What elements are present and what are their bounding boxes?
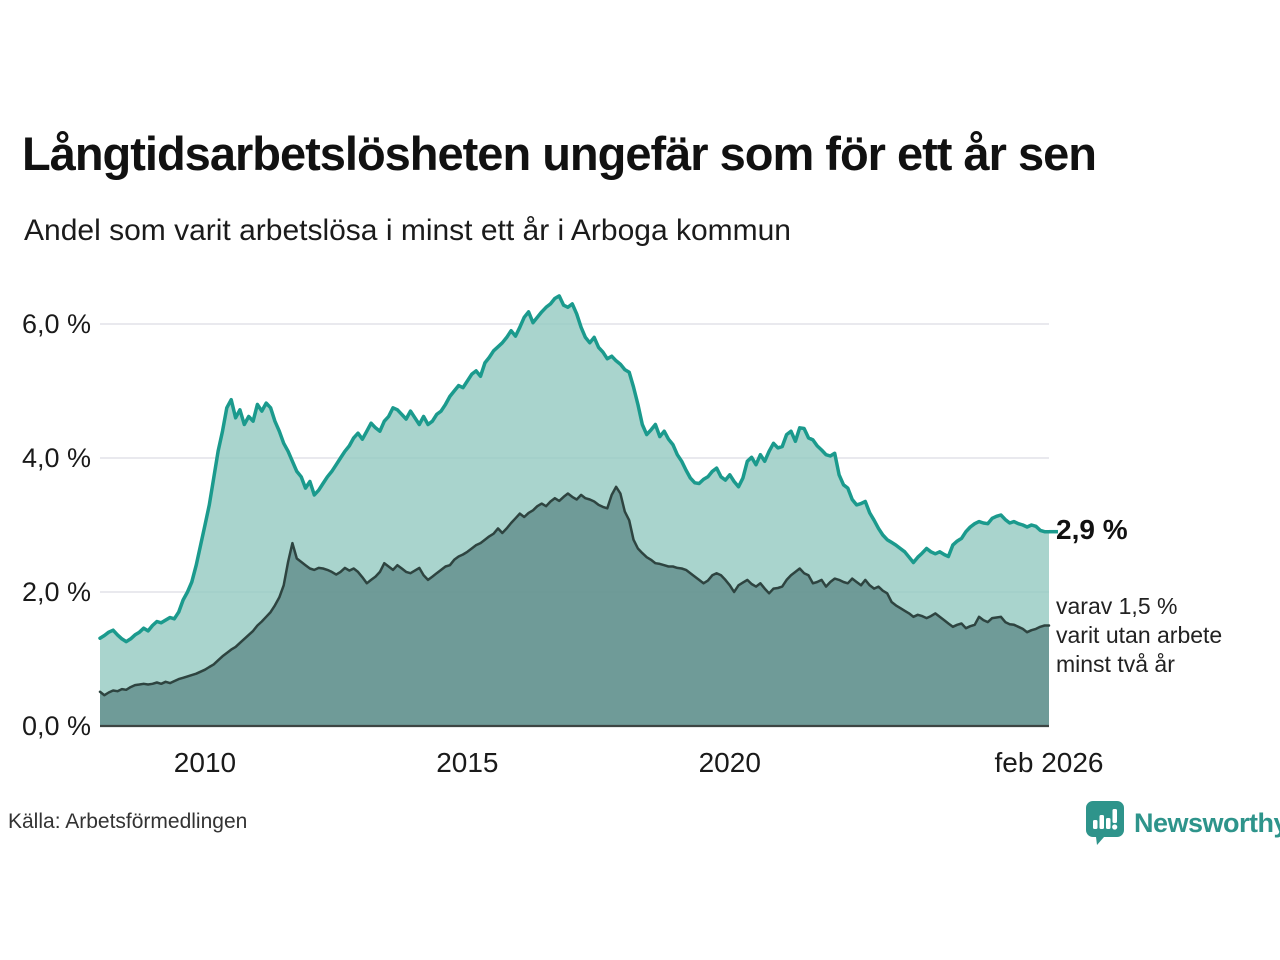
- y-tick-label: 4,0 %: [22, 443, 91, 473]
- brand-logo: Newsworthy: [1085, 800, 1280, 846]
- chart-subtitle: Andel som varit arbetslösa i minst ett å…: [24, 214, 791, 247]
- x-tick-label: 2010: [174, 747, 236, 778]
- y-tick-label: 6,0 %: [22, 309, 91, 339]
- series-area-1: [100, 486, 1049, 726]
- series-line-0: [98, 294, 1051, 644]
- x-tick-label: 2015: [436, 747, 498, 778]
- secondary-annotation-line-2: varit utan arbete: [1056, 622, 1223, 648]
- page-title: Långtidsarbetslösheten ungefär som för e…: [22, 127, 1097, 180]
- brand-name: Newsworthy: [1134, 807, 1280, 838]
- source-caption: Källa: Arbetsförmedlingen: [8, 810, 248, 833]
- x-tick-label: 2020: [699, 747, 761, 778]
- secondary-annotation: varav 1,5 % varit utan arbete minst två …: [1056, 592, 1222, 679]
- latest-value-annotation: 2,9 %: [1056, 514, 1128, 545]
- newsworthy-speech-bubble-bar-chart-icon: [1086, 801, 1124, 845]
- y-tick-label: 0,0 %: [22, 711, 91, 741]
- series-line-1: [98, 485, 1051, 697]
- y-tick-label: 2,0 %: [22, 577, 91, 607]
- x-tick-label: feb 2026: [995, 747, 1104, 778]
- secondary-annotation-line-3: minst två år: [1056, 651, 1175, 677]
- secondary-annotation-line-1: varav 1,5 %: [1056, 593, 1178, 619]
